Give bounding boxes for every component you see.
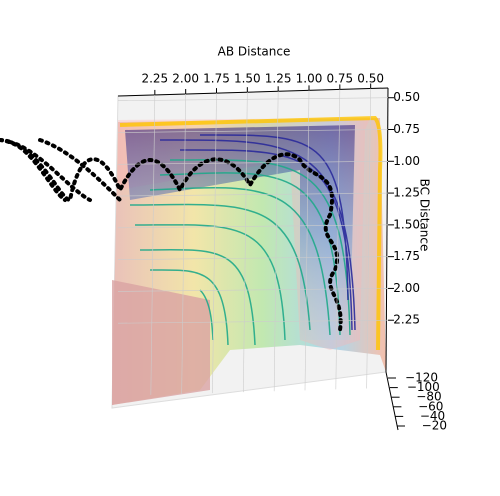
- grid-line: [273, 91, 279, 392]
- grid-line: [335, 89, 341, 390]
- y-tick-label: 2.00: [393, 281, 420, 295]
- y-tick-label: 1.00: [393, 154, 420, 168]
- x-tick-label: 1.75: [203, 72, 230, 86]
- grid-line: [243, 92, 248, 393]
- grid-line: [117, 224, 389, 229]
- grid-line: [212, 93, 217, 394]
- x-tick-label: 2.25: [141, 72, 168, 86]
- z-tick-label: −100: [407, 380, 440, 394]
- grid-line: [304, 90, 310, 391]
- grid-line: [117, 319, 389, 324]
- y-axis: [385, 87, 389, 373]
- y-axis-label: BC Distance: [418, 179, 432, 252]
- x-axis: [117, 87, 389, 97]
- y-tick-label: 0.75: [393, 122, 420, 136]
- grid-line: [117, 256, 389, 260]
- x-tick-label: 0.50: [357, 72, 384, 86]
- z-tick-label: −80: [416, 390, 441, 404]
- z-tick-label: −40: [420, 409, 445, 423]
- grid-line: [181, 93, 186, 394]
- y-tick-label: 1.25: [393, 186, 420, 200]
- x-tick-label: 0.75: [326, 72, 353, 86]
- grid-line: [117, 192, 389, 197]
- grid-line: [117, 129, 389, 133]
- x-tick-label: 2.00: [172, 72, 199, 86]
- x-axis-label: AB Distance: [218, 45, 291, 59]
- grid-line: [366, 88, 371, 389]
- grid-line: [117, 97, 389, 102]
- grid-line: [117, 288, 389, 292]
- z-tick-label: −60: [418, 399, 443, 413]
- y-tick-label: 1.75: [393, 249, 420, 263]
- x-tick-label: 1.25: [265, 72, 292, 86]
- z-axis: [385, 371, 399, 431]
- z-tick-label: −20: [422, 419, 447, 433]
- y-tick-label: 2.25: [393, 313, 420, 327]
- grid-line: [150, 94, 156, 395]
- surface: [0, 115, 386, 405]
- z-tick-label: −120: [405, 371, 438, 385]
- y-tick-label: 1.50: [393, 217, 420, 231]
- x-tick-label: 1.50: [234, 72, 261, 86]
- ticks: 2.25 2.00 1.75 1.50 1.25 1.00 0.75 0.500.500.75…: [117, 72, 447, 433]
- y-tick-label: 0.50: [393, 90, 420, 104]
- x-tick-label: 1.00: [296, 72, 323, 86]
- grid-line: [117, 160, 389, 165]
